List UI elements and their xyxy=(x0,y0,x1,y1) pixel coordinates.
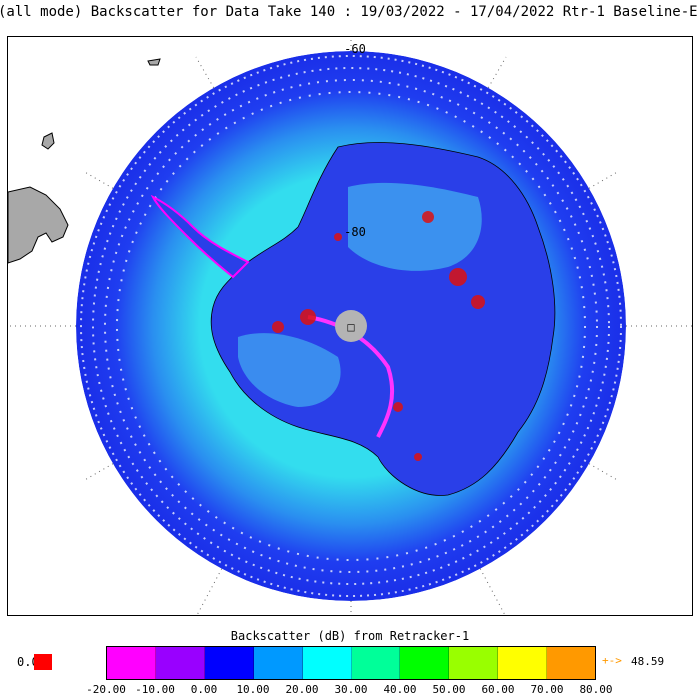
colorbar-tick-label: 20.00 xyxy=(285,683,319,696)
colorbar xyxy=(106,646,596,680)
map-title: (all mode) Backscatter for Data Take 140… xyxy=(0,4,698,20)
south-america-landmass xyxy=(8,186,69,264)
colorbar-tick-label: 40.00 xyxy=(383,683,417,696)
colorbar-segment xyxy=(449,647,499,679)
colorbar-segment xyxy=(547,647,596,679)
under-range-swatch xyxy=(34,654,52,670)
antarctic-peninsula xyxy=(150,194,250,279)
colorbar-title: Backscatter (dB) from Retracker-1 xyxy=(230,629,470,643)
under-range-label: 0.0 xyxy=(17,655,39,669)
colorbar-segment xyxy=(155,647,205,679)
colorbar-segment xyxy=(302,647,352,679)
colorbar-tick-label: -10.00 xyxy=(135,683,175,696)
colorbar-segment xyxy=(400,647,450,679)
colorbar-tick-label: 60.00 xyxy=(481,683,515,696)
colorbar-tick-label: 10.00 xyxy=(236,683,270,696)
pole-data-gap xyxy=(335,310,367,342)
over-range-value: 48.59 xyxy=(631,655,665,668)
colorbar-tick-label: 30.00 xyxy=(334,683,368,696)
polar-map: □ -60 -80 xyxy=(8,37,692,615)
falkland-islands xyxy=(41,132,55,150)
lat-label-60: -60 xyxy=(344,42,366,56)
colorbar-segment xyxy=(498,647,548,679)
colorbar-tick-label: 70.00 xyxy=(530,683,564,696)
colorbar-tick-label: 80.00 xyxy=(579,683,613,696)
map-frame: □ -60 -80 xyxy=(7,36,693,616)
island-shape xyxy=(147,58,161,66)
lat-label-80: -80 xyxy=(344,225,366,239)
high-backscatter-patches xyxy=(272,211,485,461)
colorbar-tick-label: 0.00 xyxy=(190,683,218,696)
colorbar-segment xyxy=(253,647,303,679)
pole-marker: □ xyxy=(347,320,354,334)
colorbar-segment xyxy=(351,647,401,679)
colorbar-tick-label: -20.00 xyxy=(86,683,126,696)
colorbar-ticks: -20.00 -10.00 0.00 10.00 20.00 30.00 40.00 50.0… xyxy=(0,684,700,698)
colorbar-tick-label: 50.00 xyxy=(432,683,466,696)
over-range-arrow: +-> xyxy=(602,654,622,667)
colorbar-segment xyxy=(204,647,254,679)
colorbar-segment xyxy=(107,647,156,679)
ice-shelf-highlights xyxy=(238,182,482,438)
